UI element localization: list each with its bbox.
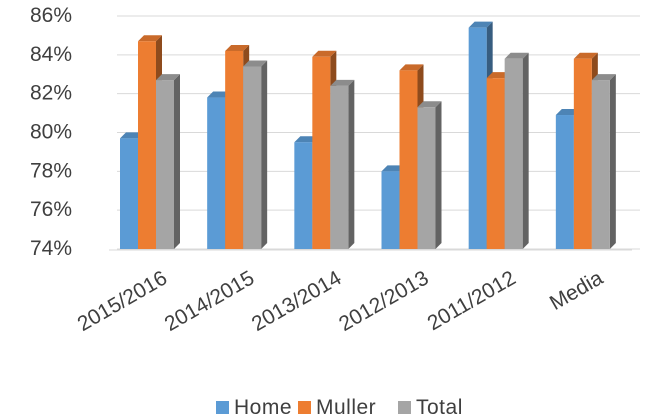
y-axis-tick-labels: 74% 76% 78% 80% 82% 84% 86% — [30, 4, 72, 260]
legend-swatch — [298, 401, 311, 414]
y-tick-label: 78% — [30, 159, 72, 182]
x-category-label: 2011/2012 — [424, 266, 520, 335]
bar-total-Media — [591, 74, 616, 249]
legend-item-total: Total — [398, 396, 463, 419]
legend-label: Home — [234, 396, 292, 419]
legend-label: Total — [416, 396, 463, 419]
legend: Home Muller Total — [216, 396, 463, 419]
legend-label: Muller — [316, 396, 376, 419]
legend-item-home: Home — [216, 396, 292, 419]
x-category-label: 2015/2016 — [74, 266, 171, 336]
bar-total-2015-2016 — [156, 74, 180, 249]
y-tick-label: 86% — [30, 4, 72, 27]
legend-item-muller: Muller — [298, 396, 376, 419]
bar-total-2014-2015 — [243, 60, 268, 249]
y-tick-label: 74% — [30, 237, 72, 260]
gridlines — [109, 15, 640, 251]
x-axis-category-labels: 2015/20162014/20152013/20142012/20132011… — [74, 266, 608, 336]
bars — [120, 21, 616, 250]
bar-total-2012-2013 — [417, 101, 442, 249]
y-tick-label: 80% — [30, 121, 72, 144]
y-tick-label: 76% — [30, 198, 72, 221]
y-tick-label: 84% — [30, 43, 72, 66]
x-category-label: 2012/2013 — [335, 266, 432, 336]
y-tick-label: 82% — [30, 82, 72, 105]
legend-swatch — [216, 401, 229, 414]
x-category-label: Media — [546, 266, 607, 315]
bar-total-2013-2014 — [330, 79, 355, 250]
legend-swatch — [398, 401, 411, 414]
x-category-label: 2013/2014 — [248, 266, 346, 336]
bar-total-2011-2012 — [504, 52, 529, 249]
x-category-label: 2014/2015 — [161, 266, 258, 336]
